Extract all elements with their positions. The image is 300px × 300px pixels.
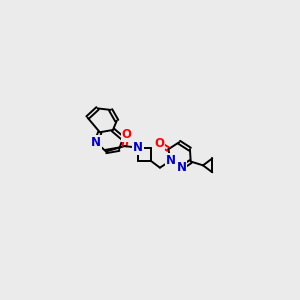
Text: O: O	[122, 128, 132, 141]
Text: N: N	[176, 161, 187, 174]
Text: O: O	[154, 137, 164, 150]
Text: N: N	[134, 141, 143, 154]
Text: N: N	[166, 154, 176, 167]
Text: N: N	[91, 136, 101, 149]
